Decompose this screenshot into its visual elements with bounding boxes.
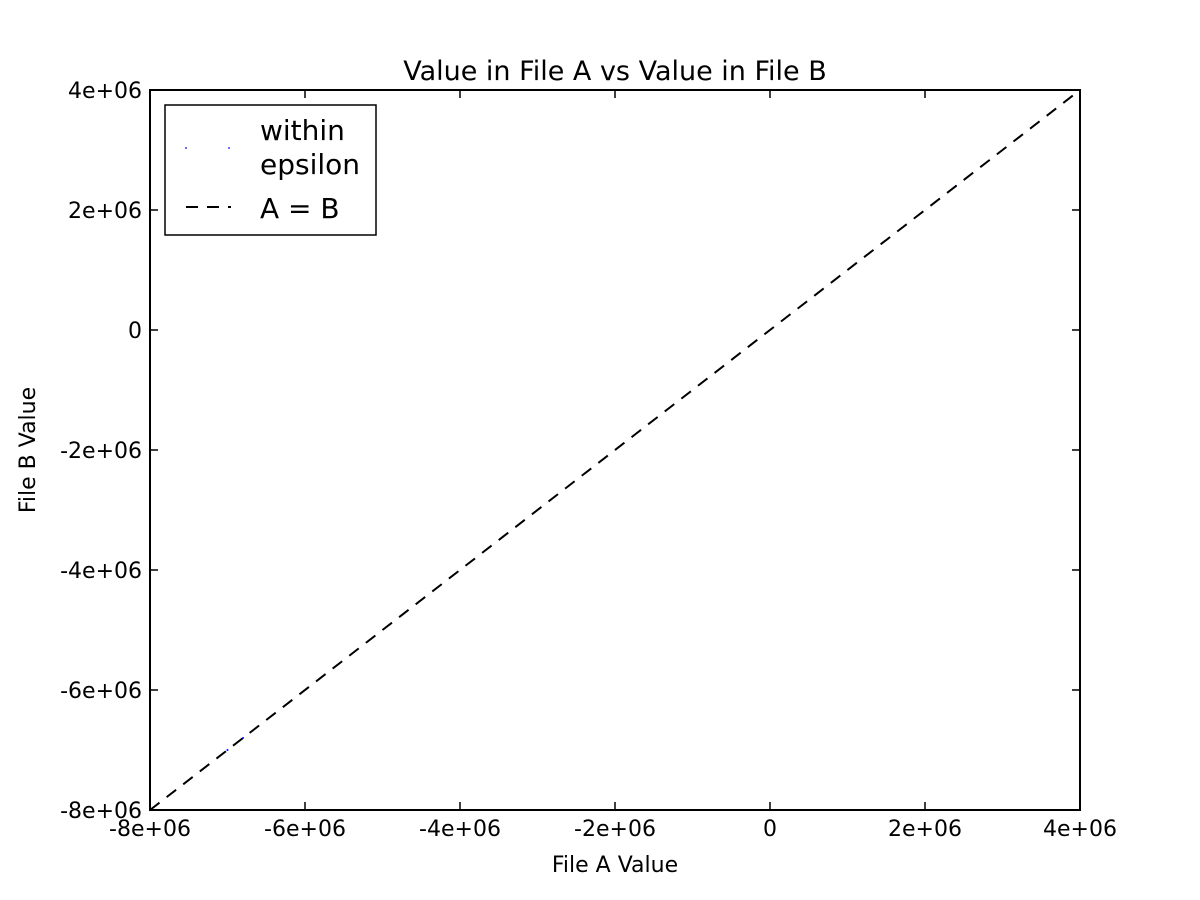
legend-label-within-epsilon-line2: epsilon [260, 148, 360, 181]
legend-marker-point [228, 147, 230, 149]
legend-marker-point [185, 147, 187, 149]
y-tick-label: -8e+06 [60, 799, 142, 824]
data-point [226, 749, 229, 751]
y-tick-label: -4e+06 [60, 559, 142, 584]
x-tick-label: 0 [763, 817, 777, 842]
y-tick-label: -2e+06 [60, 439, 142, 464]
x-tick-label: 2e+06 [888, 817, 962, 842]
y-axis-label: File B Value [16, 387, 41, 513]
series-line-a-equals-b [149, 89, 1081, 811]
x-axis-label: File A Value [552, 853, 678, 878]
chart-title: Value in File A vs Value in File B [403, 56, 827, 87]
x-tick-label: -4e+06 [419, 817, 501, 842]
legend-box [164, 104, 377, 236]
x-tick-label: 4e+06 [1043, 817, 1117, 842]
y-tick-label: 4e+06 [68, 79, 142, 104]
x-tick-label: -8e+06 [109, 817, 191, 842]
y-tick-label: 2e+06 [68, 199, 142, 224]
legend-label-within-epsilon-line1: within [260, 114, 345, 147]
legend-label-a-equals-b: A = B [260, 192, 340, 225]
x-tick-label: -2e+06 [574, 817, 656, 842]
y-tick-label: 0 [128, 319, 142, 344]
legend: within epsilon A = B [164, 104, 377, 236]
x-tick-label: -6e+06 [264, 817, 346, 842]
y-tick-label: -6e+06 [60, 679, 142, 704]
